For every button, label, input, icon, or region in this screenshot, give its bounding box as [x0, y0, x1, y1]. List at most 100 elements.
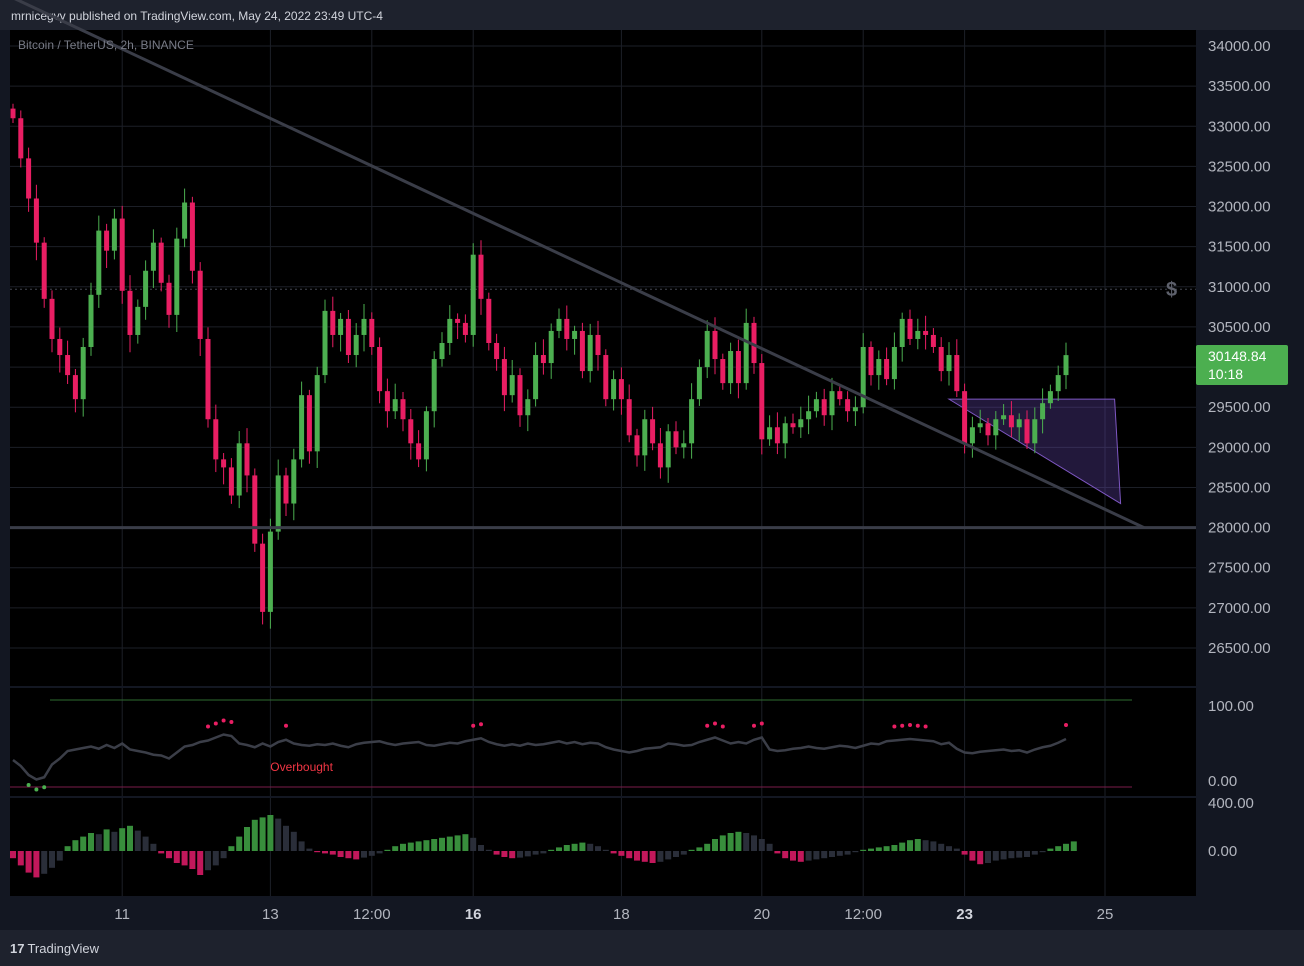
histogram-bar [836, 851, 843, 856]
histogram-bar [353, 851, 360, 860]
candle-body [1008, 415, 1014, 428]
price-axis-label: 30500.00 [1208, 319, 1271, 336]
histogram-bar [907, 840, 913, 851]
osc-axis-label: 0.00 [1208, 773, 1237, 790]
candle-body [10, 108, 16, 119]
candle-body [603, 355, 609, 400]
candle-body [1016, 419, 1022, 428]
price-axis-label: 31000.00 [1208, 279, 1271, 296]
histogram-bar [1055, 846, 1062, 851]
histogram-bar [883, 846, 890, 851]
histogram-bar [922, 840, 929, 851]
candle-body [455, 318, 461, 323]
osc-overbought-dot [229, 720, 234, 724]
candle-body [494, 342, 500, 360]
histogram-bar [142, 836, 149, 851]
histogram-bar [626, 851, 633, 859]
osc-overbought-dot [759, 721, 764, 726]
histogram-bar [673, 851, 679, 857]
histogram-bar [782, 851, 789, 859]
histogram-bar [649, 851, 656, 863]
candle-body [111, 218, 117, 251]
histogram-bar [517, 851, 523, 858]
candle-body [221, 459, 227, 468]
histogram-bar [766, 843, 773, 851]
candle-body [18, 118, 24, 159]
candle-body [806, 411, 812, 420]
osc-overbought-dot [908, 723, 912, 727]
histogram-bar [25, 851, 32, 873]
candle-body [470, 254, 476, 335]
candle-body [49, 298, 55, 339]
histogram-bar [634, 851, 640, 861]
candle-body [587, 334, 593, 372]
histogram-pane[interactable] [10, 798, 1196, 896]
tradingview-logo[interactable]: 17 TradingView [10, 941, 99, 956]
candle-body [860, 347, 866, 408]
dollar-icon[interactable]: $ [1166, 279, 1178, 301]
candle-body [150, 242, 156, 271]
histogram-bar [166, 851, 172, 859]
candle-body [1063, 355, 1069, 376]
osc-axis-label: 100.00 [1208, 698, 1254, 715]
candle-body [345, 318, 351, 356]
candle-body [1055, 375, 1061, 392]
histogram-bar [267, 815, 274, 851]
candle-body [657, 443, 663, 468]
histogram-bar [205, 851, 211, 871]
histogram-bar [275, 818, 282, 851]
histogram-bar [571, 843, 578, 851]
histogram-bar [95, 834, 102, 851]
histogram-bar [134, 830, 141, 851]
osc-overbought-dot [752, 723, 756, 728]
time-axis-label: 16 [465, 906, 482, 923]
histogram-bar [111, 831, 118, 851]
price-axis-label: 29500.00 [1208, 399, 1271, 416]
histogram-bar [1000, 851, 1007, 860]
candle-body [65, 355, 71, 376]
candle-body [642, 419, 648, 456]
histogram-bar [587, 843, 594, 851]
candle-body [361, 318, 367, 335]
histogram-bar [774, 851, 781, 854]
candle-body [595, 334, 601, 356]
candle-body [213, 419, 219, 460]
histogram-bar [969, 851, 976, 861]
histogram-bar [1047, 848, 1054, 851]
histogram-bar [891, 845, 898, 851]
histogram-bar [813, 851, 820, 860]
histogram-bar [329, 851, 336, 855]
histogram-bar [1063, 843, 1069, 851]
histogram-bar [977, 851, 984, 865]
hist-axis-label: 0.00 [1208, 843, 1237, 860]
histogram-bar [10, 851, 16, 859]
candle-body [462, 322, 468, 335]
histogram-bar [1024, 851, 1030, 857]
candle-body [891, 347, 897, 380]
candle-body [540, 355, 546, 364]
candle-body [96, 230, 102, 295]
osc-overbought-dot [705, 723, 710, 728]
candle-body [634, 435, 640, 456]
histogram-bar [618, 851, 625, 856]
histogram-bar [259, 817, 266, 851]
candle-body [72, 375, 78, 400]
histogram-bar [735, 831, 742, 851]
candle-body [946, 355, 952, 372]
candle-body [704, 330, 710, 368]
published-text: mrnicegvy published on TradingView.com, … [11, 9, 383, 23]
histogram-bar [345, 851, 352, 859]
candle-body [696, 367, 702, 400]
histogram-bar [158, 851, 165, 854]
histogram-bar [228, 846, 235, 851]
candle-body [837, 391, 843, 400]
histogram-bar [181, 851, 188, 866]
histogram-bar [946, 846, 952, 851]
osc-oversold-dot [26, 783, 31, 787]
oscillator-pane[interactable] [10, 688, 1196, 796]
histogram-bar [454, 835, 461, 851]
candle-body [1032, 419, 1038, 444]
candle-body [626, 399, 632, 436]
candle-body [572, 330, 578, 339]
